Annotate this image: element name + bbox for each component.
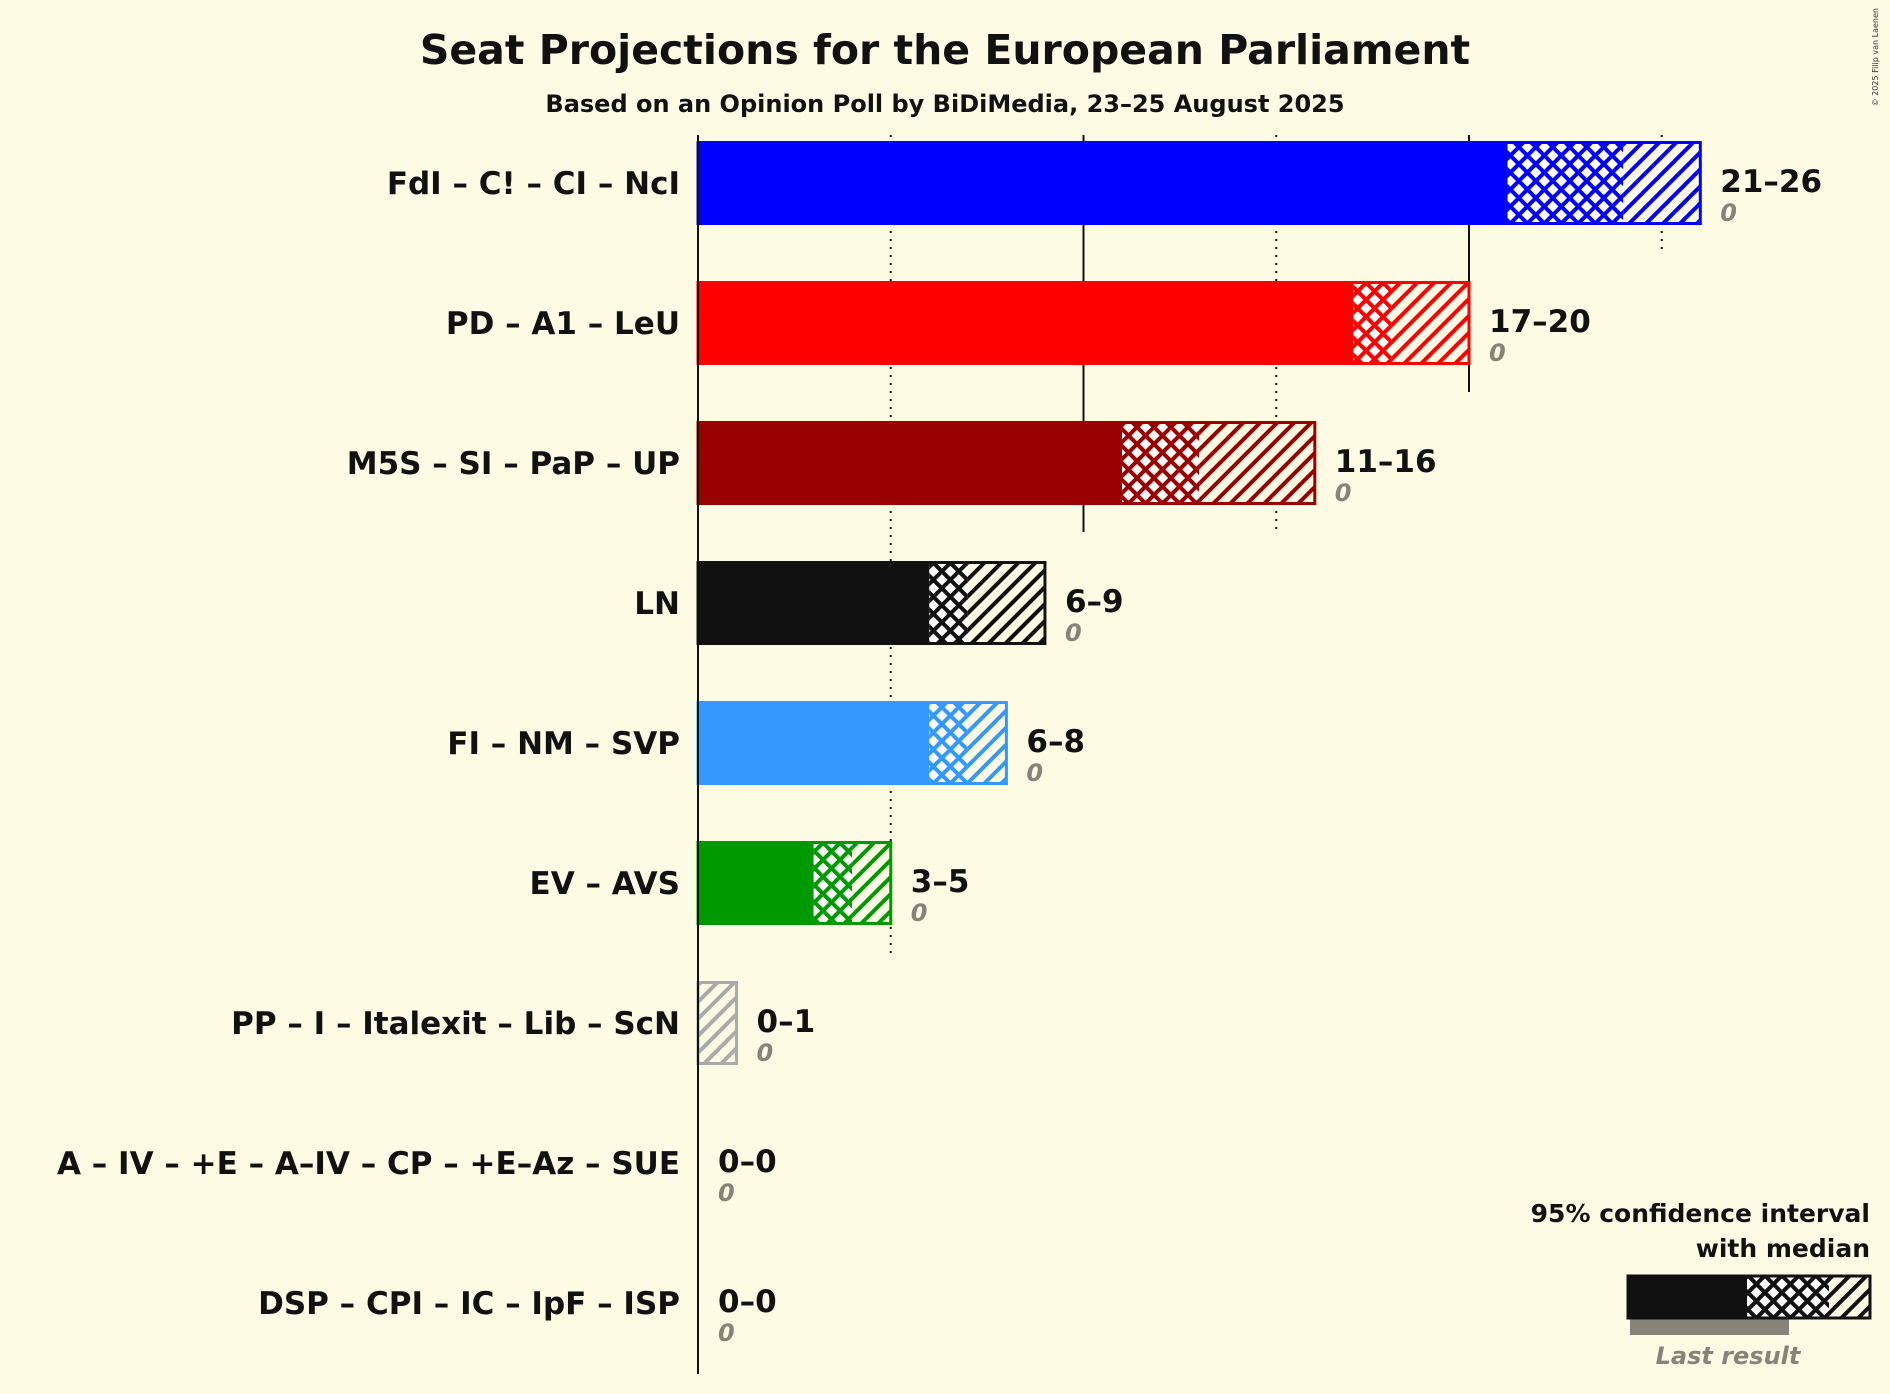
range-label: 0–0 [718, 1144, 777, 1180]
legend-line1: 95% confidence interval [1531, 1199, 1870, 1228]
range-label: 6–9 [1065, 584, 1124, 620]
range-label: 21–26 [1720, 164, 1822, 200]
legend-last-result-bar [1630, 1318, 1789, 1335]
bar-hatch [967, 701, 1007, 785]
last-result-label: 0 [911, 899, 928, 927]
bar-hatch [698, 981, 737, 1065]
bar-solid [698, 561, 930, 645]
bar-crosshatch [813, 841, 853, 925]
range-label: 17–20 [1489, 304, 1591, 340]
last-result-label: 0 [1489, 339, 1506, 367]
last-result-label: 0 [1720, 199, 1737, 227]
bar-crosshatch [929, 561, 968, 645]
party-row: FdI – C! – CI – NcI 21–260 [387, 141, 1822, 227]
bar-solid [698, 281, 1354, 365]
copyright: © 2025 Filip van Laenen [1871, 8, 1880, 106]
last-result-label: 0 [718, 1179, 735, 1207]
legend: 95% confidence interval with median Last… [1531, 1199, 1872, 1370]
party-label: PD – A1 – LeU [446, 306, 680, 342]
bar-hatch [967, 561, 1045, 645]
chart-title: Seat Projections for the European Parlia… [420, 26, 1470, 74]
last-result-label: 0 [1065, 619, 1082, 647]
party-label: LN [634, 586, 680, 622]
party-row: FI – NM – SVP 6–80 [447, 701, 1085, 787]
party-label: EV – AVS [530, 866, 680, 902]
party-row: EV – AVS 3–50 [530, 841, 970, 927]
range-label: 0–1 [757, 1004, 816, 1040]
party-row: LN 6–90 [634, 561, 1124, 647]
last-result-label: 0 [757, 1039, 774, 1067]
legend-bar-outline [1626, 1274, 1872, 1320]
range-label: 11–16 [1335, 444, 1437, 480]
last-result-label: 0 [1335, 479, 1352, 507]
last-result-label: 0 [718, 1319, 735, 1347]
party-row: M5S – SI – PaP – UP 11–160 [347, 421, 1437, 507]
last-result-label: 0 [1026, 759, 1043, 787]
bar-hatch [1199, 421, 1315, 505]
party-row: PP – I – Italexit – Lib – ScN 0–10 [231, 981, 815, 1067]
party-label: DSP – CPI – IC – IpF – ISP [258, 1286, 680, 1322]
bar-hatch [852, 841, 891, 925]
range-label: 3–5 [911, 864, 970, 900]
chart-subtitle: Based on an Opinion Poll by BiDiMedia, 2… [545, 90, 1344, 118]
bar-solid [698, 141, 1508, 225]
party-label: PP – I – Italexit – Lib – ScN [231, 1006, 680, 1042]
legend-crosshatch [1747, 1276, 1829, 1318]
legend-line2: with median [1696, 1234, 1870, 1263]
range-label: 0–0 [718, 1284, 777, 1320]
bar-hatch [1623, 141, 1701, 225]
party-label: A – IV – +E – A–IV – CP – +E–Az – SUE [57, 1146, 680, 1182]
party-row: PD – A1 – LeU 17–200 [446, 281, 1591, 367]
legend-last-result-label: Last result [1656, 1342, 1802, 1370]
range-label: 6–8 [1026, 724, 1085, 760]
party-row: A – IV – +E – A–IV – CP – +E–Az – SUE 0–0… [57, 1144, 777, 1207]
bar-crosshatch [1507, 141, 1624, 225]
bar-solid [698, 421, 1123, 505]
bar-crosshatch [1122, 421, 1200, 505]
bar-solid [698, 701, 930, 785]
party-label: FdI – C! – CI – NcI [387, 166, 680, 202]
party-row: DSP – CPI – IC – IpF – ISP 0–00 [258, 1284, 777, 1347]
bar-hatch [1391, 281, 1469, 365]
party-label: M5S – SI – PaP – UP [347, 446, 680, 482]
party-label: FI – NM – SVP [447, 726, 680, 762]
legend-hatch [1829, 1276, 1870, 1318]
bar-crosshatch [1353, 281, 1392, 365]
bar-solid [698, 841, 814, 925]
bar-crosshatch [929, 701, 968, 785]
legend-solid-bar [1628, 1276, 1747, 1318]
